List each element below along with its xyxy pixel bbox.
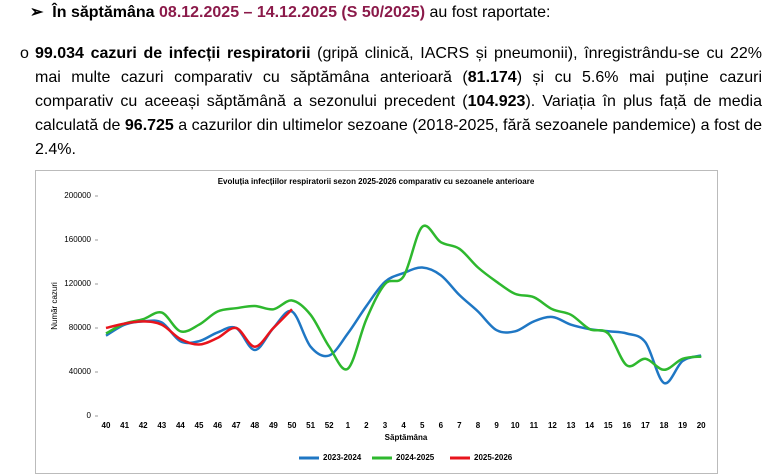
header: ➢ În săptămâna 08.12.2025 – 14.12.2025 (… — [30, 2, 550, 22]
x-tick-label: 20 — [697, 421, 706, 430]
y-tick-label: 160000 — [64, 235, 91, 244]
segment: ). Variația în plus față de media calcul… — [35, 93, 763, 134]
segment: 96.725 — [124, 117, 174, 134]
segment: a cazurilor din ultimelor sezoane (2018-… — [35, 117, 762, 158]
segment: 99.034 cazuri de infecții respiratorii — [35, 45, 311, 62]
x-tick-label: 5 — [420, 421, 425, 430]
chart: Evoluția infecțiilor respiratorii sezon … — [35, 170, 718, 474]
x-tick-label: 16 — [622, 421, 631, 430]
series-line — [105, 308, 293, 348]
x-tick-label: 14 — [585, 421, 594, 430]
x-tick-label: 19 — [678, 421, 687, 430]
segment: (gripă clinică, IACRS și pneumonii), înr… — [35, 45, 762, 86]
tail: au fost raportate: — [429, 4, 551, 21]
x-tick-label: 2 — [364, 421, 369, 430]
legend-label: 2024-2025 — [396, 453, 435, 462]
x-tick-label: 9 — [494, 421, 499, 430]
legend-label: 2023-2024 — [323, 453, 362, 462]
x-tick-label: 7 — [457, 421, 462, 430]
x-tick-label: 45 — [195, 421, 204, 430]
x-tick-label: 1 — [346, 421, 351, 430]
legend-label: 2025-2026 — [474, 453, 513, 462]
x-tick-label: 43 — [157, 421, 166, 430]
x-tick-label: 4 — [401, 421, 406, 430]
x-tick-label: 12 — [548, 421, 557, 430]
x-tick-label: 46 — [213, 421, 222, 430]
x-tick-label: 10 — [511, 421, 520, 430]
segment: 81.174 — [467, 69, 517, 86]
y-tick-label: 0 — [87, 411, 92, 420]
segment: ) și cu 5.6% mai puține cazuri comparati… — [35, 69, 762, 110]
y-tick-label: 200000 — [64, 191, 91, 200]
y-tick-label: 80000 — [69, 323, 92, 332]
x-tick-label: 17 — [641, 421, 650, 430]
x-tick-label: 51 — [306, 421, 315, 430]
segment: 104.923 — [467, 93, 526, 110]
y-tick-label: 120000 — [64, 279, 91, 288]
x-tick-label: 18 — [660, 421, 669, 430]
x-tick-label: 11 — [530, 421, 539, 430]
x-tick-label: 49 — [269, 421, 278, 430]
series-line — [105, 224, 702, 372]
period: 08.12.2025 – 14.12.2025 (S 50/2025) — [159, 4, 426, 21]
lead: În săptămâna — [52, 4, 155, 21]
x-tick-label: 8 — [476, 421, 481, 430]
x-tick-label: 44 — [176, 421, 185, 430]
x-tick-label: 50 — [288, 421, 297, 430]
x-tick-label: 15 — [604, 421, 613, 430]
x-tick-label: 40 — [102, 421, 111, 430]
x-tick-label: 42 — [139, 421, 148, 430]
bullet: o — [20, 45, 29, 62]
x-tick-label: 3 — [383, 421, 388, 430]
x-tick-label: 13 — [567, 421, 576, 430]
paragraph: 99.034 cazuri de infecții respiratorii (… — [35, 42, 762, 162]
x-tick-label: 52 — [325, 421, 334, 430]
x-tick-label: 48 — [250, 421, 259, 430]
x-tick-label: 47 — [232, 421, 241, 430]
x-tick-label: 41 — [120, 421, 129, 430]
y-tick-label: 40000 — [69, 367, 92, 376]
bullet: ➢ — [30, 4, 44, 21]
x-axis-label: Săptămâna — [385, 433, 428, 442]
chart-title: Evoluția infecțiilor respiratorii sezon … — [218, 177, 535, 186]
x-tick-label: 6 — [439, 421, 444, 430]
y-axis-label: Număr cazuri — [50, 282, 59, 330]
